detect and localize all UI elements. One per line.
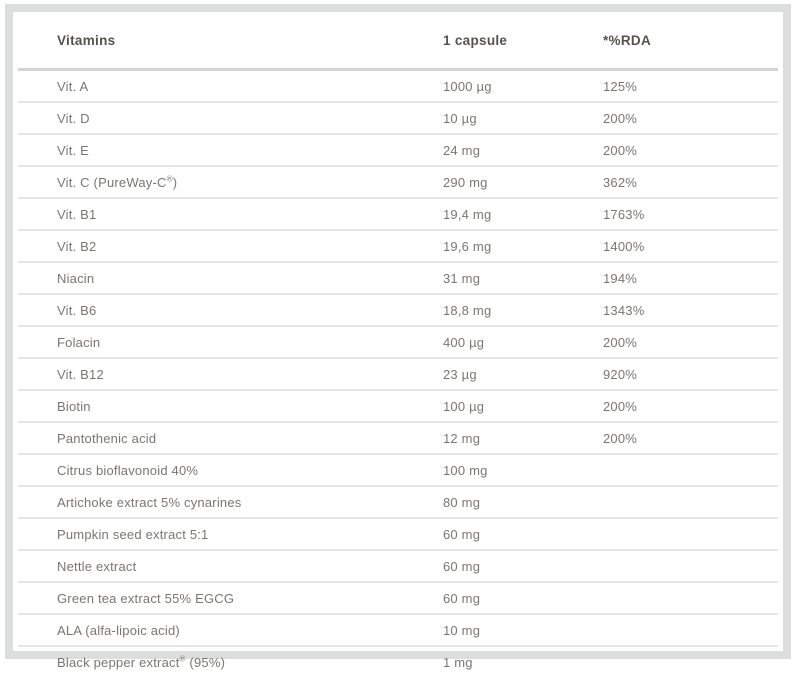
table-row: Pantothenic acid 12 mg 200% [18,423,778,455]
cell-vitamin-name: Black pepper extract® (95%) [57,654,226,670]
cell-vitamin-name: Vit. B12 [57,366,104,382]
table-row: Green tea extract 55% EGCG 60 mg [18,583,778,615]
cell-rda: 1343% [603,302,645,318]
cell-rda: 125% [603,78,638,94]
cell-vitamin-name: Citrus bioflavonoid 40% [57,462,199,478]
cell-vitamin-name: Nettle extract [57,558,137,574]
table-row: Folacin 400 µg 200% [18,327,778,359]
cell-rda: 200% [603,142,638,158]
cell-rda: 200% [603,110,638,126]
table-row: Vit. B12 23 µg 920% [18,359,778,391]
cell-vitamin-name: Vit. D [57,110,90,126]
cell-vitamin-name: Biotin [57,398,91,414]
cell-rda: 1763% [603,206,645,222]
table-row: Nettle extract 60 mg [18,551,778,583]
cell-vitamin-name: Niacin [57,270,95,286]
cell-amount: 60 mg [443,590,481,606]
cell-amount: 1 mg [443,654,473,670]
table-row: Pumpkin seed extract 5:1 60 mg [18,519,778,551]
column-header-vitamins: Vitamins [57,32,116,48]
cell-vitamin-name: Artichoke extract 5% cynarines [57,494,242,510]
cell-vitamin-name: Vit. B6 [57,302,97,318]
supplement-facts-panel: Vitamins 1 capsule *%RDA Vit. A 1000 µg … [5,4,791,670]
cell-vitamin-name: Vit. A [57,78,89,94]
cell-amount: 12 mg [443,430,481,446]
cell-amount: 290 mg [443,174,488,190]
cell-vitamin-name: Vit. C (PureWay-C®) [57,174,178,190]
cell-amount: 19,4 mg [443,206,492,222]
cell-vitamin-name: Green tea extract 55% EGCG [57,590,235,606]
cell-amount: 100 mg [443,462,488,478]
cell-amount: 60 mg [443,558,481,574]
table-row: Citrus bioflavonoid 40% 100 mg [18,455,778,487]
cell-rda: 194% [603,270,638,286]
cell-amount: 18,8 mg [443,302,492,318]
table-row: Vit. B2 19,6 mg 1400% [18,231,778,263]
table-row: Biotin 100 µg 200% [18,391,778,423]
cell-amount: 19,6 mg [443,238,492,254]
table-row: Niacin 31 mg 194% [18,263,778,295]
table-row: Artichoke extract 5% cynarines 80 mg [18,487,778,519]
cell-amount: 10 mg [443,622,481,638]
cell-amount: 1000 µg [443,78,492,94]
table-row: Vit. A 1000 µg 125% [18,71,778,103]
table-row: Vit. B6 18,8 mg 1343% [18,295,778,327]
column-header-rda: *%RDA [603,32,652,48]
cell-vitamin-name: ALA (alfa-lipoic acid) [57,622,180,638]
cell-amount: 80 mg [443,494,481,510]
table-body: Vit. A 1000 µg 125% Vit. D 10 µg 200% Vi… [13,71,783,677]
cell-rda: 200% [603,334,638,350]
cell-vitamin-name: Pumpkin seed extract 5:1 [57,526,209,542]
cell-vitamin-name: Vit. B1 [57,206,97,222]
column-header-1-capsule: 1 capsule [443,32,508,48]
cell-amount: 60 mg [443,526,481,542]
table-row: Black pepper extract® (95%) 1 mg [18,647,778,677]
cell-vitamin-name: Folacin [57,334,101,350]
table-row: Vit. E 24 mg 200% [18,135,778,167]
cell-rda: 920% [603,366,638,382]
cell-amount: 400 µg [443,334,485,350]
cell-amount: 31 mg [443,270,481,286]
table-row: Vit. B1 19,4 mg 1763% [18,199,778,231]
cell-vitamin-name: Vit. E [57,142,90,158]
table-row: ALA (alfa-lipoic acid) 10 mg [18,615,778,647]
cell-rda: 200% [603,398,638,414]
table-header-row: Vitamins 1 capsule *%RDA [18,12,778,71]
cell-rda: 1400% [603,238,645,254]
cell-rda: 200% [603,430,638,446]
cell-amount: 24 mg [443,142,481,158]
cell-amount: 10 µg [443,110,477,126]
table-row: Vit. D 10 µg 200% [18,103,778,135]
cell-amount: 100 µg [443,398,485,414]
table-row: Vit. C (PureWay-C®) 290 mg 362% [18,167,778,199]
cell-amount: 23 µg [443,366,477,382]
cell-vitamin-name: Vit. B2 [57,238,97,254]
cell-vitamin-name: Pantothenic acid [57,430,157,446]
cell-rda: 362% [603,174,638,190]
